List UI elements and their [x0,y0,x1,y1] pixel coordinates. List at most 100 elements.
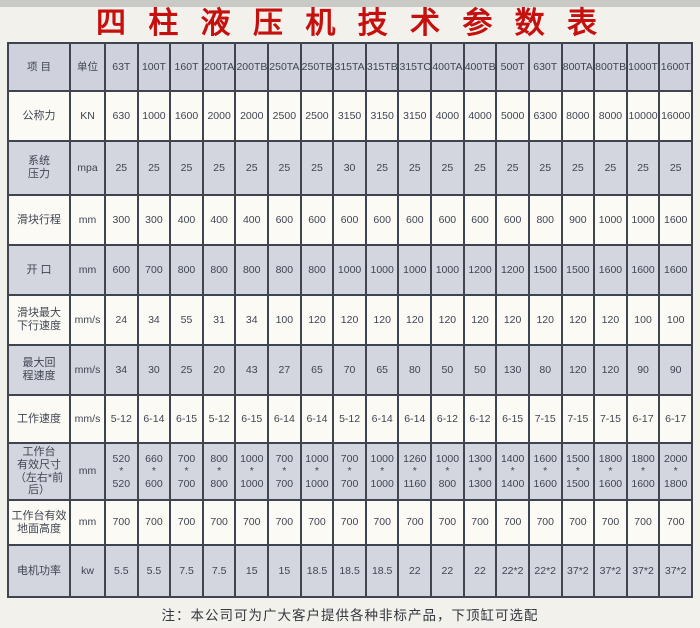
row-label-cell: 工作台 有效尺寸 （左右*前后） [7,442,71,501]
value-cell: 700 [593,499,628,546]
value-cell: 2500 [299,90,335,142]
value-cell: 5-12 [104,394,139,444]
value-cell: 1200 [495,244,530,296]
value-cell: 22*2 [527,544,563,598]
value-cell: 22 [462,544,498,598]
value-cell: 50 [430,344,465,396]
value-cell: 120 [593,344,628,396]
model-header-cell: 1000T [625,42,661,92]
value-cell: 6-17 [658,394,693,444]
value-cell: 1000 [430,244,465,296]
model-header-cell: 200TA [201,42,237,92]
value-cell: 300 [104,194,139,246]
value-cell: 700 [104,499,139,546]
value-cell: 600 [299,194,335,246]
row-label-cell: 工作台有效 地面高度 [7,499,71,546]
model-header-cell: 160T [169,42,204,92]
value-cell: 700 * 700 [169,442,204,501]
value-cell: 25 [364,140,400,196]
value-cell: 120 [560,294,596,346]
value-cell: 700 * 700 [267,442,302,501]
value-cell: 600 [267,194,302,246]
value-cell: 120 [299,294,335,346]
value-cell: 4000 [430,90,465,142]
value-cell: 700 [495,499,530,546]
parameters-table: 项 目单位 63T 100T 160T 200TA 200TB 250TA 250TB 315T… [7,42,693,598]
model-header-cell: 200TB [234,42,270,92]
value-cell: 900 [560,194,596,246]
value-cell: 2000 * 1800 [658,442,693,501]
value-cell: 34 [104,344,139,396]
value-cell: 700 [560,499,596,546]
value-cell: 800 [201,244,237,296]
value-cell: 2000 [234,90,270,142]
table-row: 最大回 程速度 mm/s 34 30 25 20 43 27 65 70 65 80 50 50 130 80… [7,344,693,396]
value-cell: 25 [593,140,628,196]
value-cell: 1000 [332,244,367,296]
table-body: 公称力 KN 630 1000 1600 2000 2000 2500 2500 3150 3150… [7,90,693,598]
page-top-strip [0,0,700,7]
model-header-cell: 1600T [658,42,693,92]
value-cell: 700 [201,499,237,546]
value-cell: 1300 * 1300 [462,442,498,501]
value-cell: 1600 [658,194,693,246]
value-cell: 1000 * 1000 [299,442,335,501]
row-unit-cell: mm/s [69,344,106,396]
value-cell: 5000 [495,90,530,142]
value-cell: 120 [364,294,400,346]
value-cell: 43 [234,344,270,396]
row-label-cell: 公称力 [7,90,71,142]
value-cell: 700 [136,499,172,546]
value-cell: 80 [397,344,433,396]
value-cell: 800 [527,194,563,246]
value-cell: 2500 [267,90,302,142]
value-cell: 100 [625,294,661,346]
row-unit-cell: kw [69,544,106,598]
row-label-cell: 最大回 程速度 [7,344,71,396]
table-row: 工作台 有效尺寸 （左右*前后） mm 520 * 520 660 * 600 700 … [7,442,693,501]
value-cell: 25 [234,140,270,196]
row-unit-cell: mm/s [69,394,106,444]
value-cell: 6-14 [136,394,172,444]
table-row: 工作速度 mm/s 5-12 6-14 6-15 5-12 6-15 6-14 6-14 5-12… [7,394,693,444]
value-cell: 25 [267,140,302,196]
row-unit-cell: mm [69,442,106,501]
value-cell: 700 [430,499,465,546]
value-cell: 6-15 [495,394,530,444]
value-cell: 6-12 [462,394,498,444]
model-header-cell: 250TB [299,42,335,92]
value-cell: 3150 [397,90,433,142]
table-row: 滑块最大 下行速度 mm/s 24 34 55 31 34 100 120 120 120 120 12… [7,294,693,346]
model-header-cell: 315TC [397,42,433,92]
value-cell: 130 [495,344,530,396]
value-cell: 25 [560,140,596,196]
value-cell: 120 [397,294,433,346]
value-cell: 6-17 [625,394,661,444]
row-label-cell: 电机功率 [7,544,71,598]
value-cell: 37*2 [625,544,661,598]
item-header-cell: 项 目 [7,42,71,92]
value-cell: 800 [169,244,204,296]
value-cell: 8000 [593,90,628,142]
value-cell: 6-15 [169,394,204,444]
value-cell: 6-14 [364,394,400,444]
value-cell: 1260 * 1160 [397,442,433,501]
value-cell: 400 [234,194,270,246]
row-label-cell: 工作速度 [7,394,71,444]
value-cell: 6-12 [430,394,465,444]
value-cell: 1600 [593,244,628,296]
value-cell: 800 [234,244,270,296]
value-cell: 20 [201,344,237,396]
value-cell: 10000 [625,90,661,142]
value-cell: 700 [397,499,433,546]
value-cell: 5.5 [136,544,172,598]
row-label-cell: 滑块最大 下行速度 [7,294,71,346]
value-cell: 27 [267,344,302,396]
value-cell: 22 [397,544,433,598]
value-cell: 1500 [560,244,596,296]
row-unit-cell: mm/s [69,294,106,346]
value-cell: 120 [560,344,596,396]
value-cell: 1600 [625,244,661,296]
value-cell: 700 [527,499,563,546]
value-cell: 22 [430,544,465,598]
